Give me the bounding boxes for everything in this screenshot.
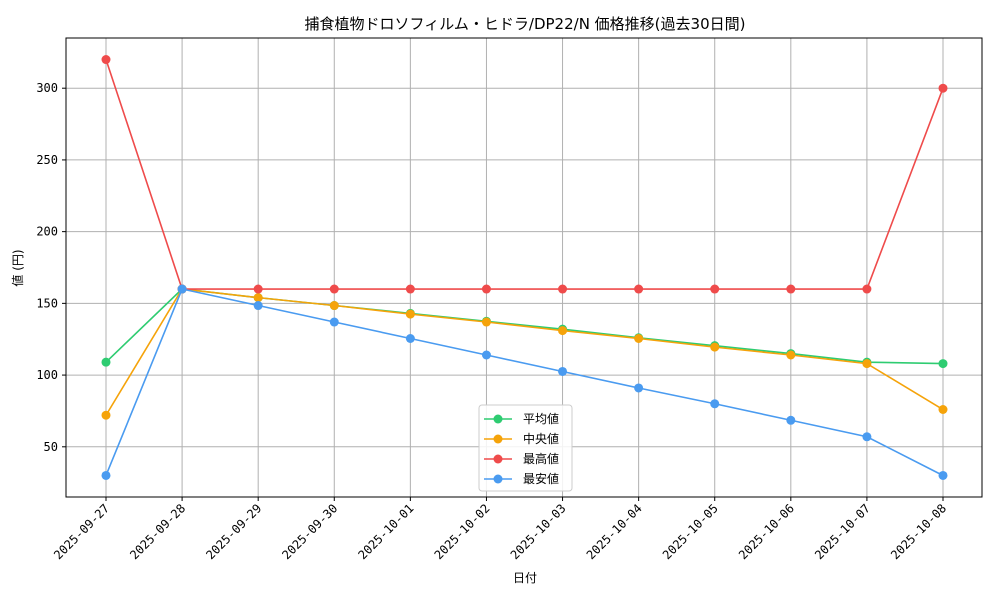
data-point <box>938 470 948 480</box>
legend-label: 最安値 <box>523 471 559 486</box>
x-tick-label: 2025-10-08 <box>888 501 949 562</box>
legend-label: 平均値 <box>523 411 559 426</box>
data-point <box>786 284 796 294</box>
chart-title: 捕食植物ドロソフィルム・ヒドラ/DP22/N 価格推移(過去30日間) <box>305 15 746 33</box>
y-tick-label: 300 <box>36 81 58 95</box>
data-point <box>938 405 948 415</box>
x-tick-label: 2025-10-01 <box>355 501 416 562</box>
data-point <box>634 334 644 344</box>
data-point <box>481 284 491 294</box>
x-tick-label: 2025-10-04 <box>584 501 645 562</box>
legend-item: 最高値 <box>484 451 559 466</box>
x-tick-label: 2025-10-07 <box>812 501 873 562</box>
data-point <box>329 301 339 311</box>
x-tick-label: 2025-09-30 <box>279 501 340 562</box>
data-point <box>710 284 720 294</box>
legend-box <box>478 404 573 492</box>
legend-marker <box>493 414 503 424</box>
data-point <box>558 326 568 336</box>
plot-frame <box>65 37 983 498</box>
data-point <box>710 399 720 409</box>
data-point <box>405 284 415 294</box>
y-tick-label: 50 <box>44 440 58 454</box>
x-tick-label: 2025-10-06 <box>736 501 797 562</box>
data-point <box>101 55 111 65</box>
data-point <box>405 309 415 319</box>
data-point <box>862 432 872 442</box>
y-axis-title: 値 (円) <box>10 249 25 286</box>
data-point <box>329 317 339 327</box>
data-point <box>177 284 187 294</box>
series-中央値 <box>101 284 948 420</box>
legend-marker <box>493 454 503 464</box>
data-point <box>558 366 568 376</box>
x-tick-label: 2025-10-05 <box>660 501 721 562</box>
x-tick-label: 2025-09-29 <box>203 501 264 562</box>
data-point <box>101 470 111 480</box>
legend-item: 平均値 <box>484 411 559 426</box>
data-point <box>862 284 872 294</box>
data-point <box>405 334 415 344</box>
legend-item: 中央値 <box>484 431 559 446</box>
series-line <box>105 59 944 290</box>
data-point <box>558 284 568 294</box>
series <box>101 55 948 480</box>
series-line <box>105 288 944 477</box>
x-tick-label: 2025-09-27 <box>51 501 112 562</box>
data-point <box>786 350 796 360</box>
data-point <box>481 317 491 327</box>
data-point <box>938 83 948 93</box>
x-axis-title: 日付 <box>513 571 537 585</box>
x-tick-label: 2025-09-28 <box>127 501 188 562</box>
series-最安値 <box>101 284 948 480</box>
y-tick-label: 250 <box>36 153 58 167</box>
series-line <box>105 288 944 416</box>
legend-item: 最安値 <box>484 471 559 486</box>
data-point <box>634 284 644 294</box>
y-tick-label: 100 <box>36 368 58 382</box>
data-point <box>862 359 872 369</box>
legend-label: 中央値 <box>523 431 559 446</box>
data-point <box>938 359 948 369</box>
data-point <box>786 415 796 425</box>
data-point <box>481 350 491 360</box>
data-point <box>101 357 111 367</box>
data-point <box>634 383 644 393</box>
y-tick-label: 200 <box>36 225 58 239</box>
series-最高値 <box>101 55 948 294</box>
data-point <box>253 301 263 311</box>
x-tick-label: 2025-10-02 <box>432 501 493 562</box>
data-point <box>253 293 263 303</box>
legend-marker <box>493 474 503 484</box>
data-point <box>253 284 263 294</box>
data-point <box>101 410 111 420</box>
y-tick-label: 150 <box>36 296 58 310</box>
data-point <box>710 342 720 352</box>
data-point <box>329 284 339 294</box>
legend-marker <box>493 434 503 444</box>
legend-label: 最高値 <box>523 451 559 466</box>
x-tick-label: 2025-10-03 <box>508 501 569 562</box>
